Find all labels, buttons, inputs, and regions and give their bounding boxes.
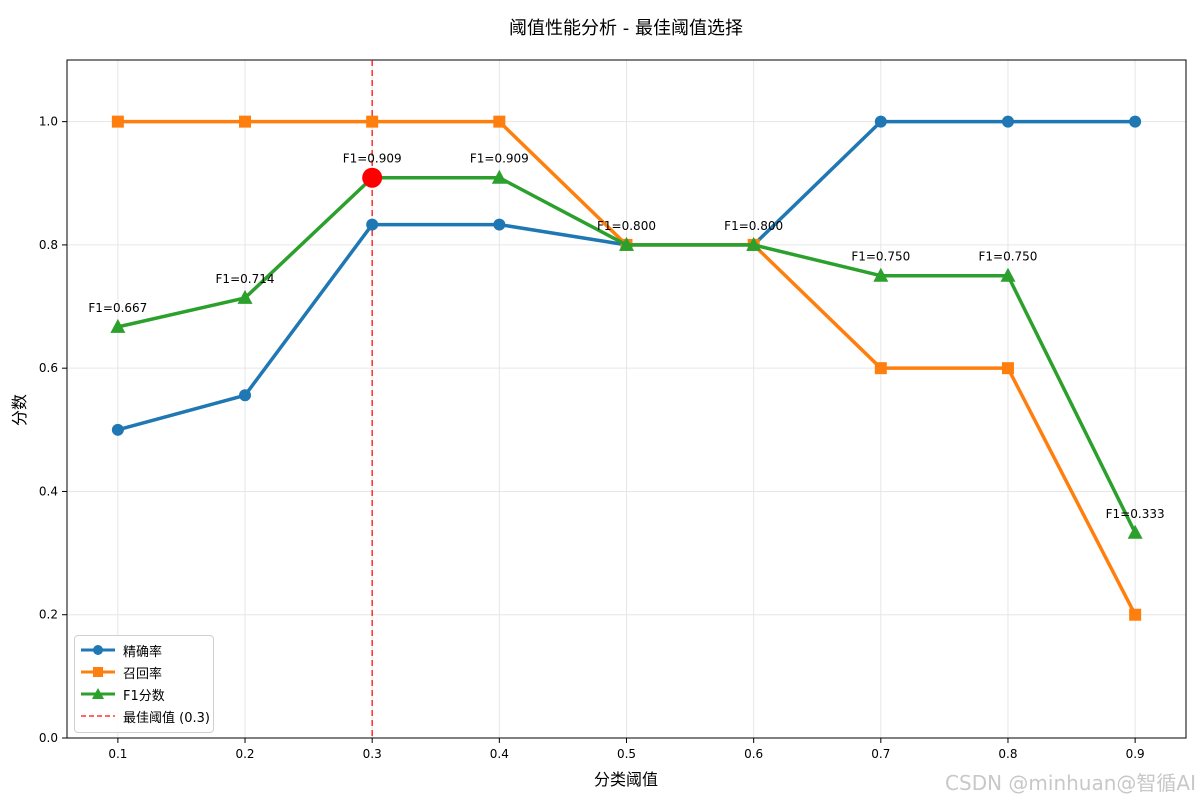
data-point-square xyxy=(1001,362,1014,375)
plot-frame xyxy=(66,59,1187,739)
legend-dashed-line-icon xyxy=(81,715,115,717)
x-tick-label: 0.3 xyxy=(363,747,382,761)
axes: 0.1 0.2 0.3 0.4 0.5 0.6 0.7 0.8 0.9 0.0 0.2 0.4 0.6 0… xyxy=(39,59,1187,761)
data-point-triangle xyxy=(110,318,126,333)
x-tick-label: 0.5 xyxy=(617,747,636,761)
data-point-square xyxy=(493,115,506,128)
x-axis-label: 分类阈值 xyxy=(593,770,658,789)
legend-item-recall: 召回率 xyxy=(81,662,162,682)
data-point-circle xyxy=(111,423,124,436)
legend-label-f1: F1分数 xyxy=(123,688,165,704)
legend-item-f1: F1分数 xyxy=(81,684,165,704)
watermark: CSDN @minhuan@智循AI xyxy=(945,771,1196,795)
y-tick-label: 0.6 xyxy=(39,361,58,375)
x-tick-label: 0.7 xyxy=(871,747,890,761)
y-tick-label: 0.4 xyxy=(39,484,58,498)
legend-circle-marker-icon xyxy=(81,645,115,655)
best-threshold-point xyxy=(362,167,383,188)
f1-data-label: F1=0.800 xyxy=(724,219,783,233)
data-point-circle xyxy=(1129,115,1142,128)
data-point-circle xyxy=(239,389,252,402)
data-point-circle xyxy=(366,218,379,231)
data-point-triangle xyxy=(1000,267,1016,282)
legend-square-marker-icon xyxy=(81,667,115,677)
data-point-circle xyxy=(493,218,506,231)
x-tick-label: 0.6 xyxy=(744,747,763,761)
y-tick-label: 0.8 xyxy=(39,238,58,252)
f1-labels: F1=0.667 F1=0.714 F1=0.909 F1=0.909 F1=0.800… xyxy=(88,152,1164,521)
f1-data-label: F1=0.667 xyxy=(88,301,147,315)
f1-data-label: F1=0.800 xyxy=(597,219,656,233)
data-point-circle xyxy=(1001,115,1014,128)
data-point-triangle xyxy=(619,236,634,251)
legend-item-precision: 精确率 xyxy=(81,640,162,660)
legend-label-precision: 精确率 xyxy=(123,644,163,660)
chart-title: 阈值性能分析 - 最佳阈值选择 xyxy=(509,18,743,39)
x-tick-label: 0.2 xyxy=(235,747,254,761)
series-group xyxy=(110,60,1143,738)
f1-data-label: F1=0.333 xyxy=(1106,507,1165,521)
f1-data-label: F1=0.714 xyxy=(216,272,275,286)
data-point-triangle xyxy=(237,289,253,304)
x-tick-label: 0.4 xyxy=(490,747,509,761)
x-tick-label: 0.1 xyxy=(108,747,127,761)
legend-label-recall: 召回率 xyxy=(123,666,163,682)
data-point-square xyxy=(1129,608,1142,621)
y-tick-label: 1.0 xyxy=(39,115,58,129)
y-tick-label: 0.0 xyxy=(39,731,58,745)
data-point-triangle xyxy=(1127,524,1143,539)
legend-item-best-threshold: 最佳阈值 (0.3) xyxy=(81,706,210,726)
y-tick-label: 0.2 xyxy=(39,608,58,622)
y-axis-label: 分数 xyxy=(10,394,29,427)
data-point-triangle xyxy=(491,169,507,184)
data-point-square xyxy=(874,362,887,375)
f1-data-label: F1=0.750 xyxy=(851,250,910,264)
data-point-square xyxy=(111,115,124,128)
data-point-triangle xyxy=(873,267,889,282)
x-tick-label: 0.8 xyxy=(998,747,1017,761)
legend-triangle-marker-icon xyxy=(81,688,115,699)
f1-data-label: F1=0.750 xyxy=(979,250,1038,264)
data-point-square xyxy=(239,115,252,128)
legend: 精确率 召回率 F1分数 最佳阈值 (0.3) xyxy=(74,635,214,733)
x-tick-label: 0.9 xyxy=(1126,747,1145,761)
data-point-triangle xyxy=(746,236,762,251)
legend-label-best-threshold: 最佳阈值 (0.3) xyxy=(123,710,210,726)
data-point-square xyxy=(366,115,379,128)
data-point-circle xyxy=(874,115,887,128)
f1-data-label: F1=0.909 xyxy=(343,152,402,166)
f1-data-label: F1=0.909 xyxy=(470,152,529,166)
